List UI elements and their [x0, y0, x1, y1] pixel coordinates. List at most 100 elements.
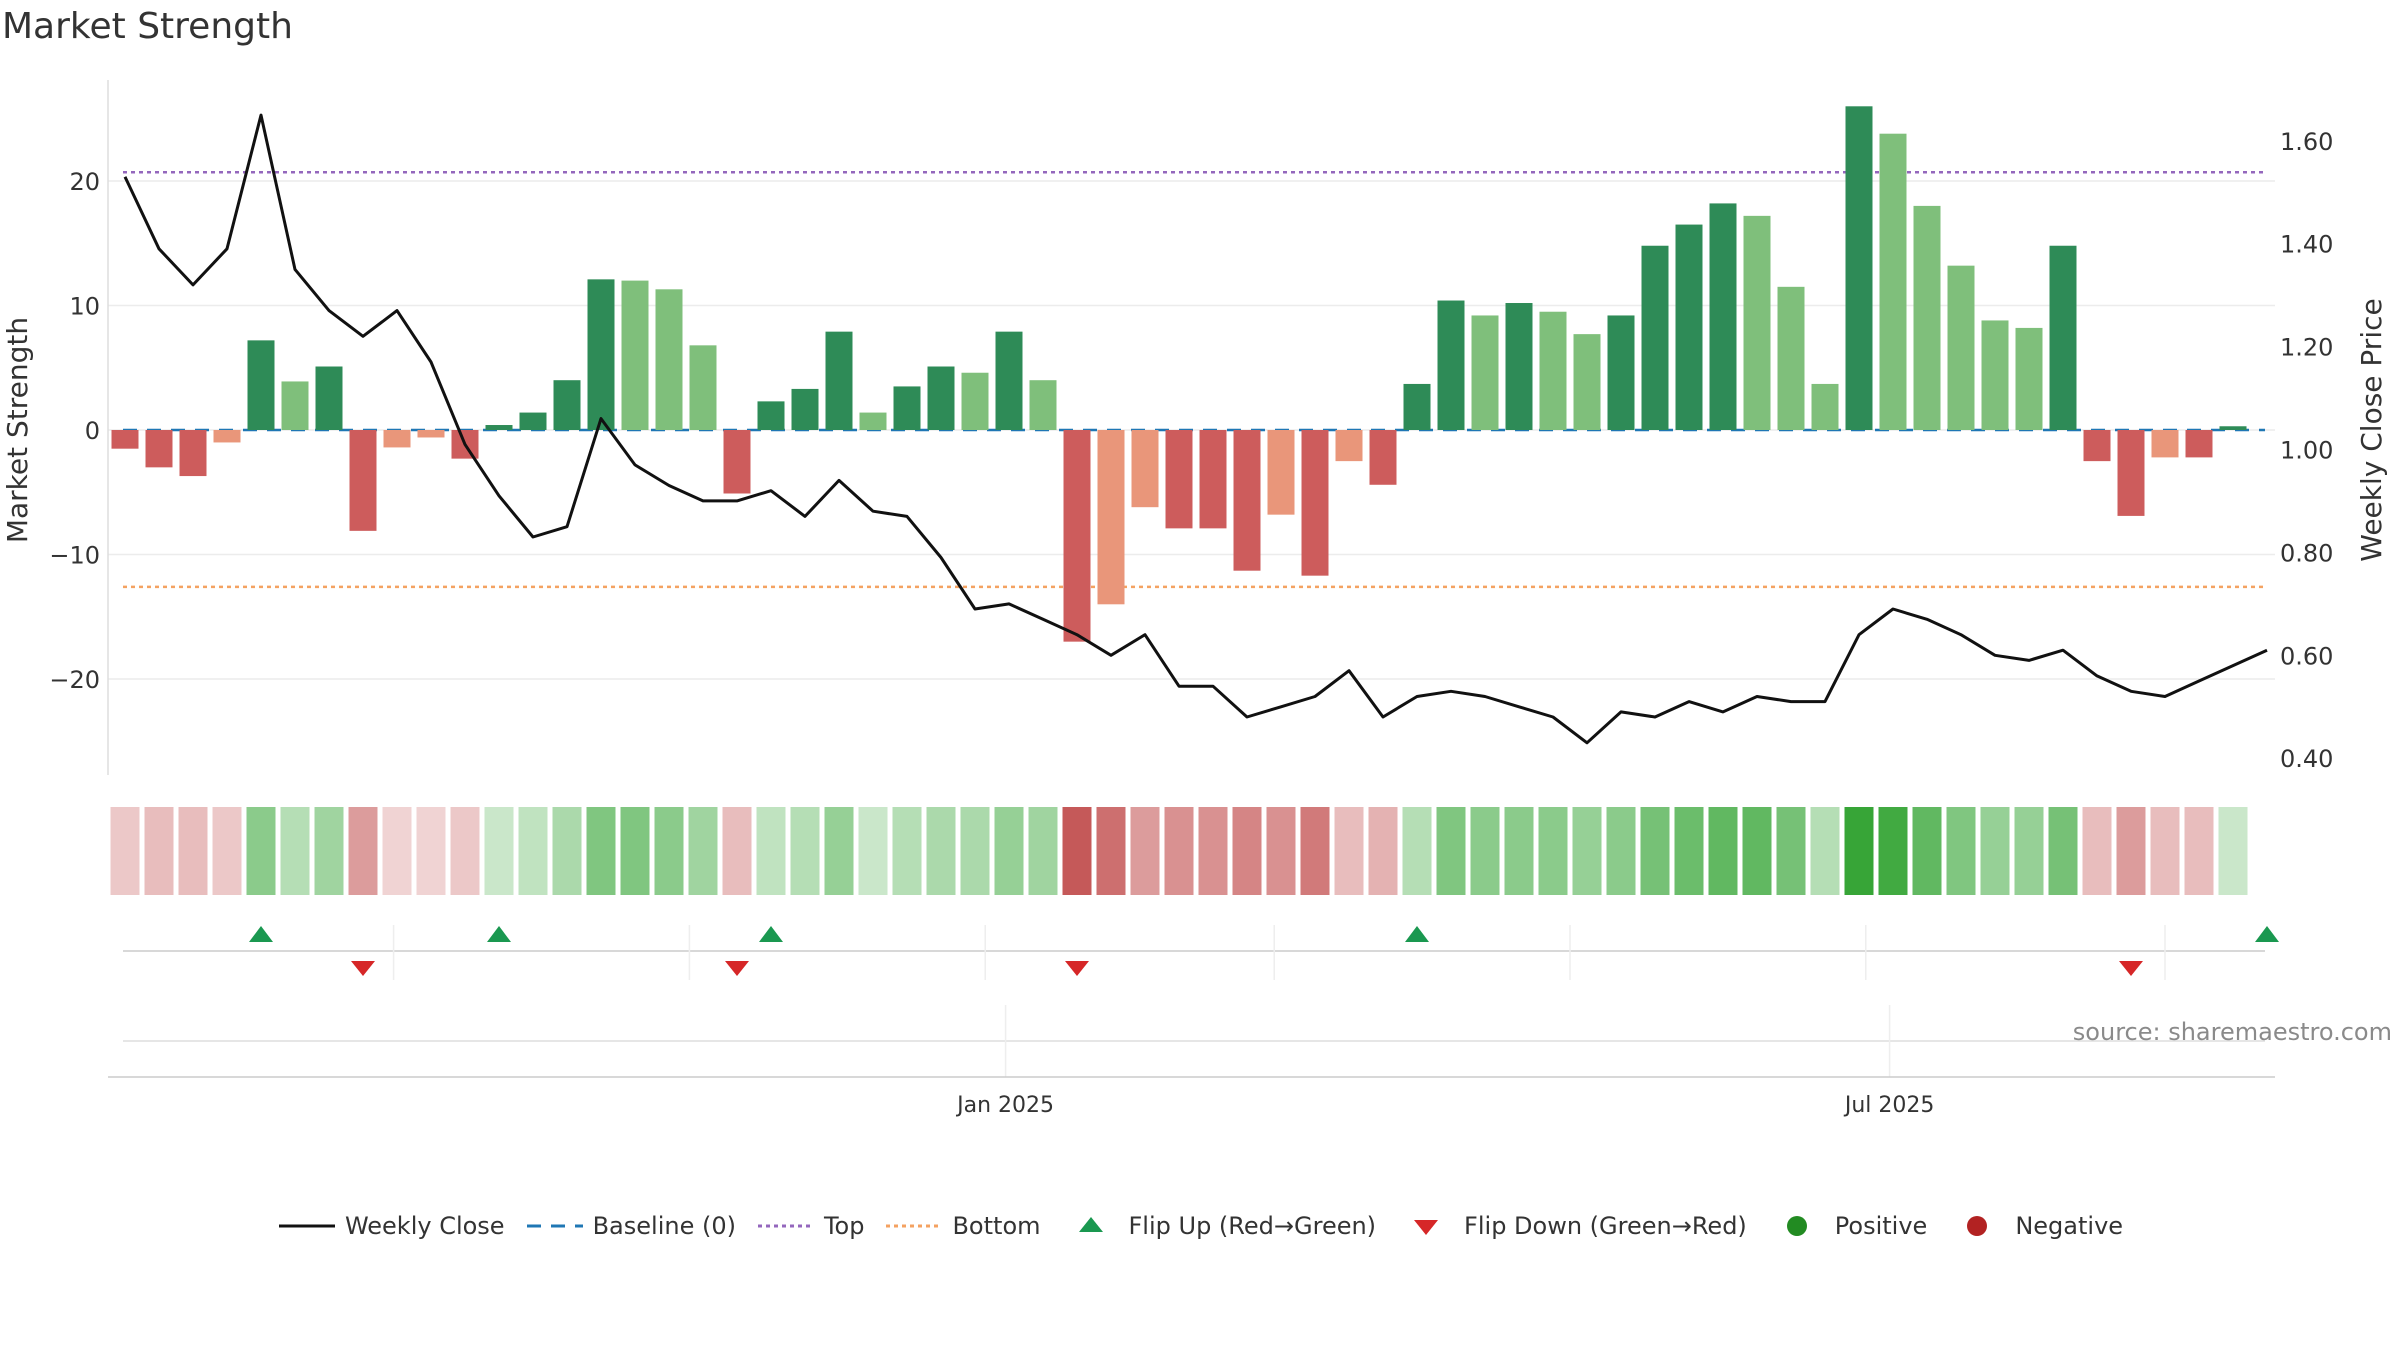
legend-item-flip_up: Flip Up (Red→Green): [1061, 1212, 1377, 1240]
weekly-close-line: [123, 113, 2268, 745]
legend-symbol-bottom: [886, 1224, 943, 1228]
legend-label-flip_up: Flip Up (Red→Green): [1128, 1212, 1377, 1240]
heatmap-cell: [2048, 807, 2078, 895]
strength-bar: [1165, 430, 1193, 529]
right-tick-label: 0.60: [2280, 642, 2333, 670]
legend-symbol-flip_up: [1078, 1217, 1103, 1232]
chart-title: Market Strength: [2, 6, 293, 47]
x-tick-label: Jul 2025: [1843, 1093, 1935, 1118]
strength-bar: [1403, 383, 1431, 430]
heatmap-cell: [756, 807, 786, 895]
heatmap-cell: [110, 807, 140, 895]
heatmap-cell: [1606, 807, 1636, 895]
strength-bar: [1573, 334, 1601, 430]
strength-bar: [1947, 265, 1975, 430]
heatmap-cell: [1436, 807, 1466, 895]
legend: Weekly Close Baseline (0) Top Bottom Flip Up…: [0, 1212, 2400, 1240]
flip-markers: [249, 926, 2279, 976]
legend-label-negative: Negative: [2015, 1212, 2124, 1240]
left-axis-title: Market Strength: [1, 317, 34, 543]
legend-symbol-positive: [1786, 1216, 1807, 1236]
strength-bar: [995, 331, 1023, 430]
legend-item-baseline: Baseline (0): [525, 1212, 736, 1240]
strength-bar: [1471, 315, 1499, 430]
right-tick-label: 1.40: [2280, 231, 2333, 259]
heatmap-cell: [586, 807, 616, 895]
heatmap-cell: [1878, 807, 1908, 895]
strength-bar: [757, 401, 785, 430]
heatmap-cell: [1674, 807, 1704, 895]
legend-label-flip_down: Flip Down (Green→Red): [1464, 1212, 1747, 1240]
strength-bar: [349, 430, 377, 531]
heatmap-cell: [1980, 807, 2010, 895]
x-tick-label: Jan 2025: [955, 1093, 1054, 1118]
heatmap-cell: [1470, 807, 1500, 895]
strength-bar: [1369, 430, 1397, 485]
legend-symbol-baseline: [526, 1224, 583, 1228]
strength-bar: [1539, 311, 1567, 430]
strength-bar: [1913, 205, 1941, 430]
legend-item-flip_down: Flip Down (Green→Red): [1396, 1212, 1747, 1240]
strength-bar: [689, 345, 717, 430]
legend-item-bottom: Bottom: [884, 1212, 1041, 1240]
legend-label-positive: Positive: [1834, 1212, 1928, 1240]
strength-bar: [893, 386, 921, 430]
heatmap-cell: [620, 807, 650, 895]
right-tick-label: 0.40: [2280, 745, 2333, 773]
heatmap-cell: [552, 807, 582, 895]
strength-bar: [859, 412, 887, 430]
strength-bar: [1811, 383, 1839, 430]
strength-bars: [111, 106, 2247, 642]
right-axis-title: Weekly Close Price: [2355, 298, 2388, 561]
heatmap-cell: [2116, 807, 2146, 895]
heatmap-cell: [688, 807, 718, 895]
flip-down-marker: [351, 961, 375, 976]
left-tick-label: 0: [85, 417, 100, 445]
strength-bar: [1607, 315, 1635, 430]
left-tick-label: −10: [49, 542, 100, 570]
heatmap-cell: [1810, 807, 1840, 895]
heatmap-cell: [1708, 807, 1738, 895]
legend-item-positive: Positive: [1767, 1212, 1928, 1240]
heatmap-strip: [110, 807, 2248, 895]
strength-bar: [315, 366, 343, 430]
legend-label-baseline: Baseline (0): [592, 1212, 736, 1240]
strength-bar: [825, 331, 853, 430]
heatmap-cell: [1028, 807, 1058, 895]
strength-bar: [485, 425, 513, 430]
right-tick-label: 1.60: [2280, 128, 2333, 156]
heatmap-cell: [1130, 807, 1160, 895]
heatmap-cell: [1946, 807, 1976, 895]
heatmap-cell: [348, 807, 378, 895]
strength-bar: [1709, 203, 1737, 430]
strength-bar: [2219, 426, 2247, 430]
strength-bar: [1845, 106, 1873, 431]
strength-bar: [1335, 430, 1363, 462]
strength-bar: [417, 430, 445, 438]
strength-bar: [621, 280, 649, 430]
strength-bar: [1267, 430, 1295, 515]
heatmap-cell: [382, 807, 412, 895]
strength-bar: [2185, 430, 2213, 458]
strength-bar: [927, 366, 955, 430]
flip-up-marker: [249, 926, 273, 942]
flip-down-marker: [725, 961, 749, 976]
flip-up-marker: [487, 926, 511, 942]
left-tick-label: −20: [49, 666, 100, 694]
flip-down-marker: [1065, 961, 1089, 976]
strength-bar: [1505, 303, 1533, 430]
heatmap-cell: [518, 807, 548, 895]
axes-layer: 20 10 0 −10 −20 1.60 1.40 1.20 1.00 0.80 0.60 0.40 M…: [1, 80, 2388, 1118]
strength-bar: [1233, 430, 1261, 571]
legend-symbol-close: [278, 1224, 335, 1228]
close-line-layer: [123, 113, 2268, 745]
left-tick-label: 20: [69, 168, 100, 196]
strength-bar: [2151, 430, 2179, 458]
strength-bar: [145, 430, 173, 468]
strength-bar: [2117, 430, 2145, 516]
strength-bar: [723, 430, 751, 494]
heatmap-cell: [1572, 807, 1602, 895]
strength-bar: [111, 430, 139, 449]
heatmap-cell: [2184, 807, 2214, 895]
